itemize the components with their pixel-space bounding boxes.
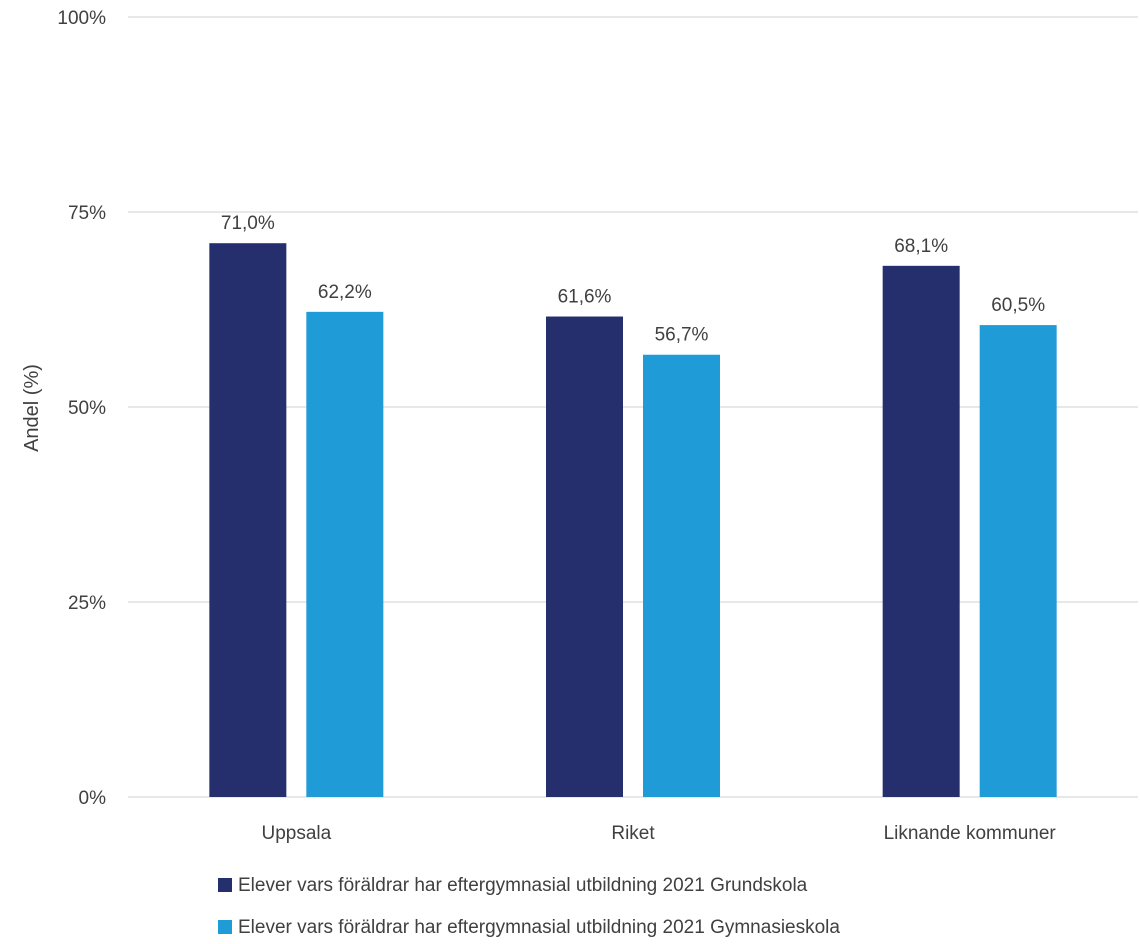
data-label: 71,0% (221, 213, 275, 234)
data-label: 60,5% (991, 295, 1045, 316)
x-category-label: Uppsala (261, 823, 331, 844)
y-axis-ticks: 0% 25% 50% 75% 100% (57, 8, 106, 809)
legend-label: Elever vars föräldrar har eftergymnasial… (238, 875, 808, 896)
y-tick-label: 25% (68, 593, 106, 614)
y-tick-label: 100% (57, 8, 106, 29)
bar-grundskola (546, 316, 623, 797)
legend-label: Elever vars föräldrar har eftergymnasial… (238, 917, 840, 938)
y-axis-title: Andel (%) (21, 364, 43, 452)
y-tick-label: 0% (79, 788, 107, 809)
legend-swatch (218, 878, 232, 892)
x-axis-categories: Uppsala Riket Liknande kommuner (261, 823, 1056, 844)
bars (209, 243, 1057, 797)
bar-grundskola (882, 265, 960, 797)
data-label: 56,7% (655, 325, 709, 346)
legend: Elever vars föräldrar har eftergymnasial… (218, 875, 840, 938)
data-label: 68,1% (894, 236, 948, 257)
gridlines (128, 16, 1138, 798)
bar-grundskola (209, 243, 287, 797)
bar-gymnasieskola (306, 311, 384, 797)
y-tick-label: 75% (68, 203, 106, 224)
data-labels: 71,0% 62,2% 61,6% 56,7% 68,1% 60,5% (221, 213, 1045, 346)
bar-gymnasieskola (979, 325, 1057, 797)
bar-gymnasieskola (643, 354, 720, 797)
x-category-label: Liknande kommuner (884, 823, 1057, 844)
legend-swatch (218, 920, 232, 934)
y-tick-label: 50% (68, 398, 106, 419)
data-label: 62,2% (318, 282, 372, 303)
data-label: 61,6% (558, 287, 612, 308)
x-category-label: Riket (611, 823, 655, 844)
